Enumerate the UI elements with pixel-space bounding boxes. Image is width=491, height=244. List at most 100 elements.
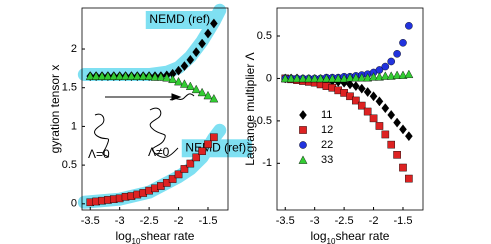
marker [369,72,378,81]
x-tick-label: -3.5 [276,215,295,227]
marker [204,28,212,39]
x-axis-label: log10shear rate [311,229,390,244]
marker [91,71,101,80]
annotation: Λ≠0 [148,145,170,159]
marker [386,71,396,80]
marker [209,94,219,103]
x-axis-label: log10shear rate [116,229,195,244]
marker [399,124,407,135]
marker [375,122,384,130]
marker [192,47,201,58]
axes-frame [81,7,229,211]
marker [162,73,172,82]
y-axis-label: Lagrange multiplier Λ [243,52,257,165]
marker [168,74,178,84]
legend-label: 22 [321,139,333,151]
y-tick-label: -1 [262,157,272,169]
x-axis-label-part: log [116,229,132,243]
marker [132,71,142,80]
marker [381,103,390,114]
marker [292,73,302,83]
band-label: NEMD (ref) [149,12,210,26]
marker [346,92,354,101]
marker [204,140,212,149]
marker [174,65,183,76]
marker [393,50,401,58]
x-tick-label: -2.5 [140,215,159,227]
coil [149,107,179,158]
marker [210,18,218,29]
x-tick-label: -3 [115,215,125,227]
y-tick-label: 0.5 [257,30,272,42]
x-tick-label: -1.5 [393,215,412,227]
marker [115,71,125,80]
x-tick-label: -1.5 [198,215,217,227]
legend-marker [299,141,307,149]
marker [150,72,160,81]
marker [174,76,183,86]
marker [185,81,195,90]
x-axis-label-part: shear rate [140,229,194,243]
marker [180,79,189,88]
marker [197,87,207,97]
y-tick-label: 2 [71,43,77,55]
marker [357,101,366,110]
marker [280,73,290,83]
y-tick-label: 0 [266,72,272,84]
legend-marker [299,110,307,120]
marker [357,73,367,82]
marker [405,174,413,183]
marker [304,73,314,83]
band-label: NEMD (ref) [185,140,246,154]
marker [399,163,407,172]
marker [180,61,189,71]
y-tick-label: 1 [71,120,77,132]
marker [298,73,308,83]
marker [97,71,107,80]
legend-marker [298,155,308,164]
legend-marker [299,126,307,134]
marker [369,114,378,123]
marker [399,38,407,47]
marker [369,91,378,102]
marker [405,131,413,142]
marker [210,133,218,142]
x-axis-label-part: log [311,229,327,243]
marker [198,38,206,49]
marker [387,57,396,66]
marker [121,71,130,80]
marker [138,71,148,80]
x-tick-label: -2 [174,215,184,227]
x-tick-label: -3.5 [81,215,100,227]
marker [186,159,195,168]
y-tick-label: 0 [71,198,77,210]
y-axis-label: gyration tensor x [48,65,62,154]
marker [85,71,95,80]
marker [352,96,360,105]
annotation: Λ=0 [88,147,110,161]
marker [203,90,213,100]
marker [357,83,366,94]
y-tick-label: 0.5 [62,159,77,171]
marker [351,73,361,82]
marker [393,117,401,128]
coil [169,93,195,101]
marker [363,73,373,82]
marker [333,73,343,83]
marker [144,71,154,80]
marker [109,71,119,80]
marker [327,73,337,83]
marker [380,71,390,80]
x-axis-label-part: 10 [327,237,336,244]
marker [381,62,390,71]
marker [405,22,413,30]
x-tick-label: -3 [310,215,320,227]
legend-label: 33 [321,154,333,166]
marker [345,73,355,82]
marker [392,70,402,79]
y-tick-label: -0.5 [253,115,272,127]
band-label-box [145,11,216,29]
marker [398,70,408,79]
marker [186,54,195,65]
